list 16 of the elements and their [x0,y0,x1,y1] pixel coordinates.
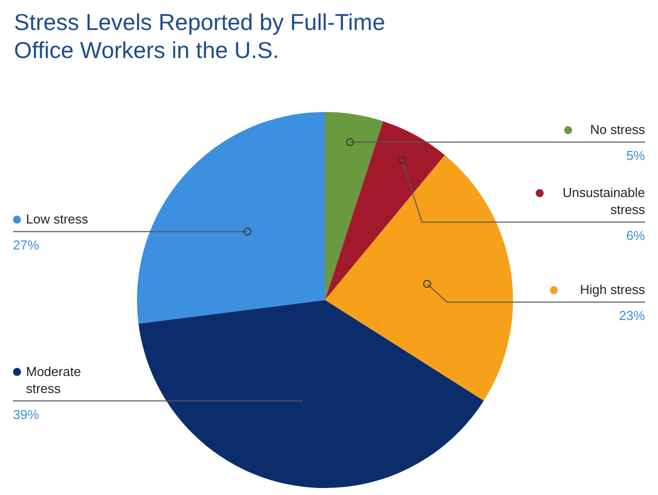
pie-slice [325,112,384,300]
legend-label: Moderate stress [26,364,81,396]
legend-label: No stress [590,122,646,138]
data-label: 6% [626,228,646,244]
data-label: 39% [13,406,40,422]
data-label: 23% [618,308,646,324]
legend-label: Low stress [26,212,89,227]
pie-slice [325,155,513,401]
pie-slice [325,121,445,300]
legend-label: High stress [580,282,646,298]
data-label: 27% [13,238,40,253]
pie-slice [138,300,484,488]
chart-title: Stress Levels Reported by Full-Time Office Workers in the U.S. [14,9,386,63]
pie-slice [137,112,325,324]
legend-label: Unsustainable stress [562,185,646,218]
data-label: 5% [626,148,646,164]
